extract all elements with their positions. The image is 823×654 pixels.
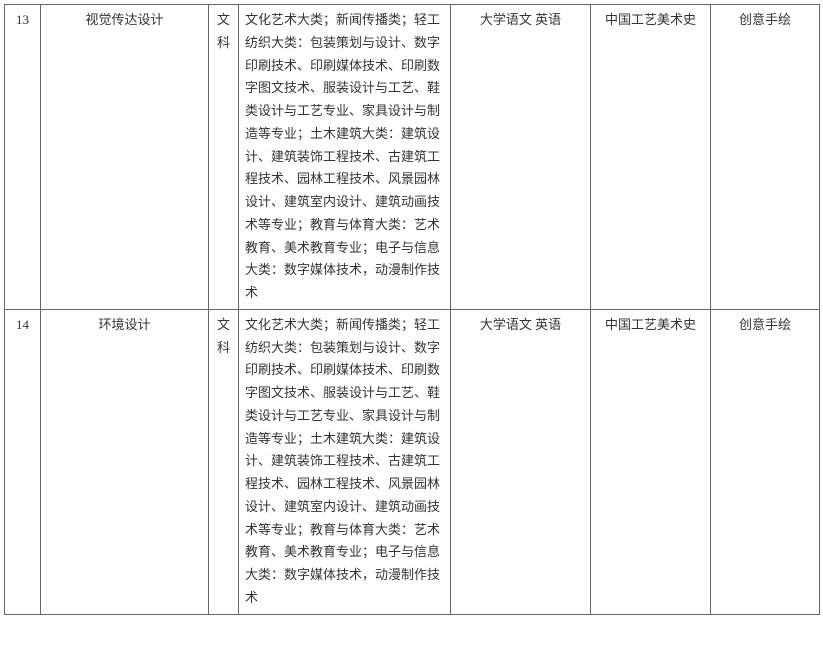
history-cell: 中国工艺美术史 bbox=[591, 5, 711, 310]
curriculum-table: 13 视觉传达设计 文科 文化艺术大类；新闻传播类；轻工纺织大类：包装策划与设计… bbox=[4, 4, 820, 615]
skill-cell: 创意手绘 bbox=[711, 5, 820, 310]
skill-cell: 创意手绘 bbox=[711, 309, 820, 614]
table-row: 14 环境设计 文科 文化艺术大类；新闻传播类；轻工纺织大类：包装策划与设计、数… bbox=[5, 309, 820, 614]
subjects-cell: 大学语文 英语 bbox=[451, 309, 591, 614]
category-cell: 文科 bbox=[209, 5, 239, 310]
history-cell: 中国工艺美术史 bbox=[591, 309, 711, 614]
row-number-cell: 13 bbox=[5, 5, 41, 310]
category-cell: 文科 bbox=[209, 309, 239, 614]
major-cell: 视觉传达设计 bbox=[41, 5, 209, 310]
subjects-cell: 大学语文 英语 bbox=[451, 5, 591, 310]
description-cell: 文化艺术大类；新闻传播类；轻工纺织大类：包装策划与设计、数字印刷技术、印刷媒体技… bbox=[239, 309, 451, 614]
table-body: 13 视觉传达设计 文科 文化艺术大类；新闻传播类；轻工纺织大类：包装策划与设计… bbox=[5, 5, 820, 615]
table-row: 13 视觉传达设计 文科 文化艺术大类；新闻传播类；轻工纺织大类：包装策划与设计… bbox=[5, 5, 820, 310]
row-number-cell: 14 bbox=[5, 309, 41, 614]
major-cell: 环境设计 bbox=[41, 309, 209, 614]
description-cell: 文化艺术大类；新闻传播类；轻工纺织大类：包装策划与设计、数字印刷技术、印刷媒体技… bbox=[239, 5, 451, 310]
